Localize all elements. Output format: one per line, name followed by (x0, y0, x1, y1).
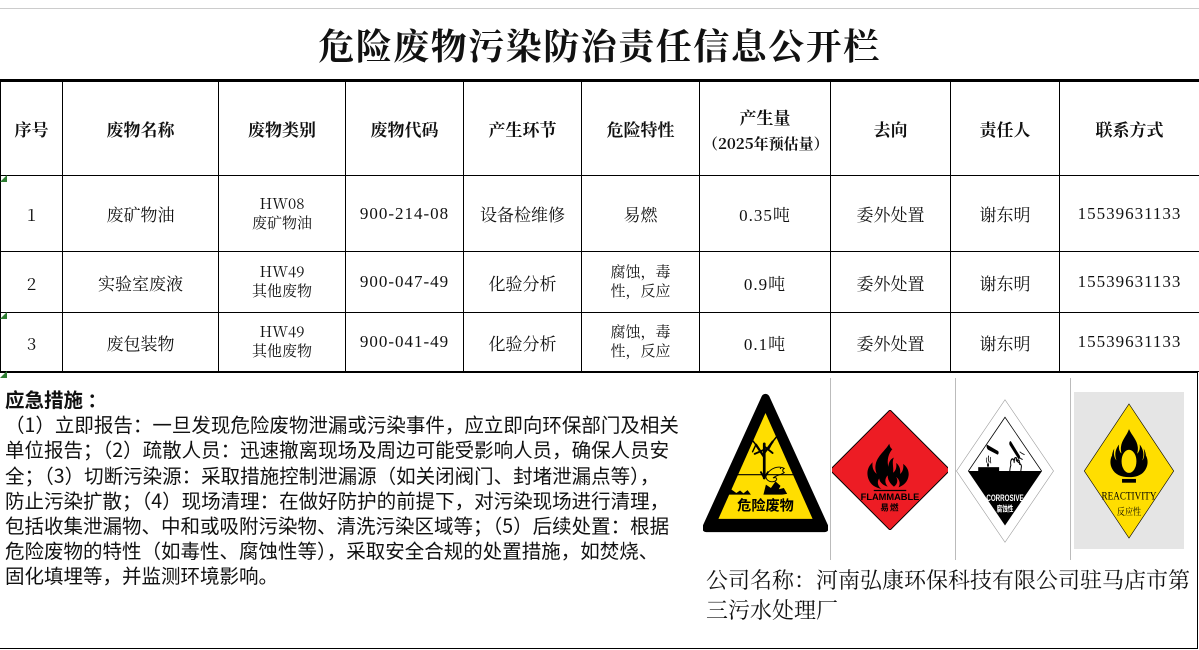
svg-text:反应性: 反应性 (1117, 504, 1141, 518)
svg-text:FLAMMABLE: FLAMMABLE (861, 492, 920, 502)
svg-text:REACTIVITY: REACTIVITY (1102, 491, 1158, 503)
svg-text:CORROSIVE: CORROSIVE (986, 493, 1023, 504)
svg-text:危险废物: 危险废物 (737, 496, 794, 516)
svg-text:易燃: 易燃 (880, 502, 899, 514)
svg-text:腐蚀性: 腐蚀性 (997, 503, 1014, 515)
